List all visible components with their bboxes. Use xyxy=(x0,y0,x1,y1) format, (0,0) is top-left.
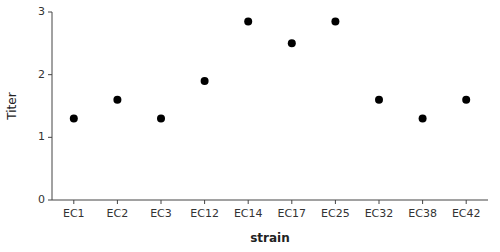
x-tick xyxy=(466,200,467,204)
x-tick xyxy=(161,200,162,204)
y-axis-label: Titer xyxy=(5,92,19,120)
x-axis-label: strain xyxy=(250,231,290,245)
y-tick-label: 0 xyxy=(38,193,45,206)
point xyxy=(201,77,209,85)
x-tick xyxy=(422,200,423,204)
point xyxy=(375,96,383,104)
y-tick xyxy=(48,74,52,75)
point xyxy=(70,115,78,123)
y-tick-label: 2 xyxy=(38,68,45,81)
x-tick xyxy=(117,200,118,204)
point xyxy=(113,96,121,104)
x-tick-label: EC2 xyxy=(107,207,129,220)
x-tick xyxy=(335,200,336,204)
points xyxy=(70,17,470,122)
x-tick-label: EC17 xyxy=(277,207,306,220)
chart-container: 0 1 2 3 EC1 EC2 EC3 EC12 EC14 EC17 EC25 EC32 EC38 EC4… xyxy=(0,0,500,252)
axes: 0 1 2 3 EC1 EC2 EC3 EC12 EC14 EC17 EC25 EC32 EC38 EC4… xyxy=(38,5,488,220)
x-tick xyxy=(291,200,292,204)
point xyxy=(288,39,296,47)
point xyxy=(462,96,470,104)
y-tick xyxy=(48,200,52,201)
x-tick xyxy=(379,200,380,204)
y-tick-label: 1 xyxy=(38,130,45,143)
x-tick-label: EC1 xyxy=(63,207,85,220)
x-tick-label: EC42 xyxy=(452,207,481,220)
x-tick-label: EC32 xyxy=(365,207,394,220)
point xyxy=(157,115,165,123)
point xyxy=(244,17,252,25)
y-tick-label: 3 xyxy=(38,5,45,18)
x-tick-label: EC25 xyxy=(321,207,350,220)
x-tick xyxy=(204,200,205,204)
y-tick xyxy=(48,137,52,138)
x-tick-label: EC14 xyxy=(234,207,263,220)
x-tick xyxy=(73,200,74,204)
chart-svg: 0 1 2 3 EC1 EC2 EC3 EC12 EC14 EC17 EC25 EC32 EC38 EC4… xyxy=(0,0,500,252)
y-axis-line xyxy=(52,12,53,200)
x-tick-label: EC12 xyxy=(190,207,219,220)
x-tick-label: EC38 xyxy=(408,207,437,220)
y-tick xyxy=(48,12,52,13)
x-tick xyxy=(248,200,249,204)
point xyxy=(419,115,427,123)
x-tick-label: EC3 xyxy=(150,207,172,220)
point xyxy=(331,17,339,25)
